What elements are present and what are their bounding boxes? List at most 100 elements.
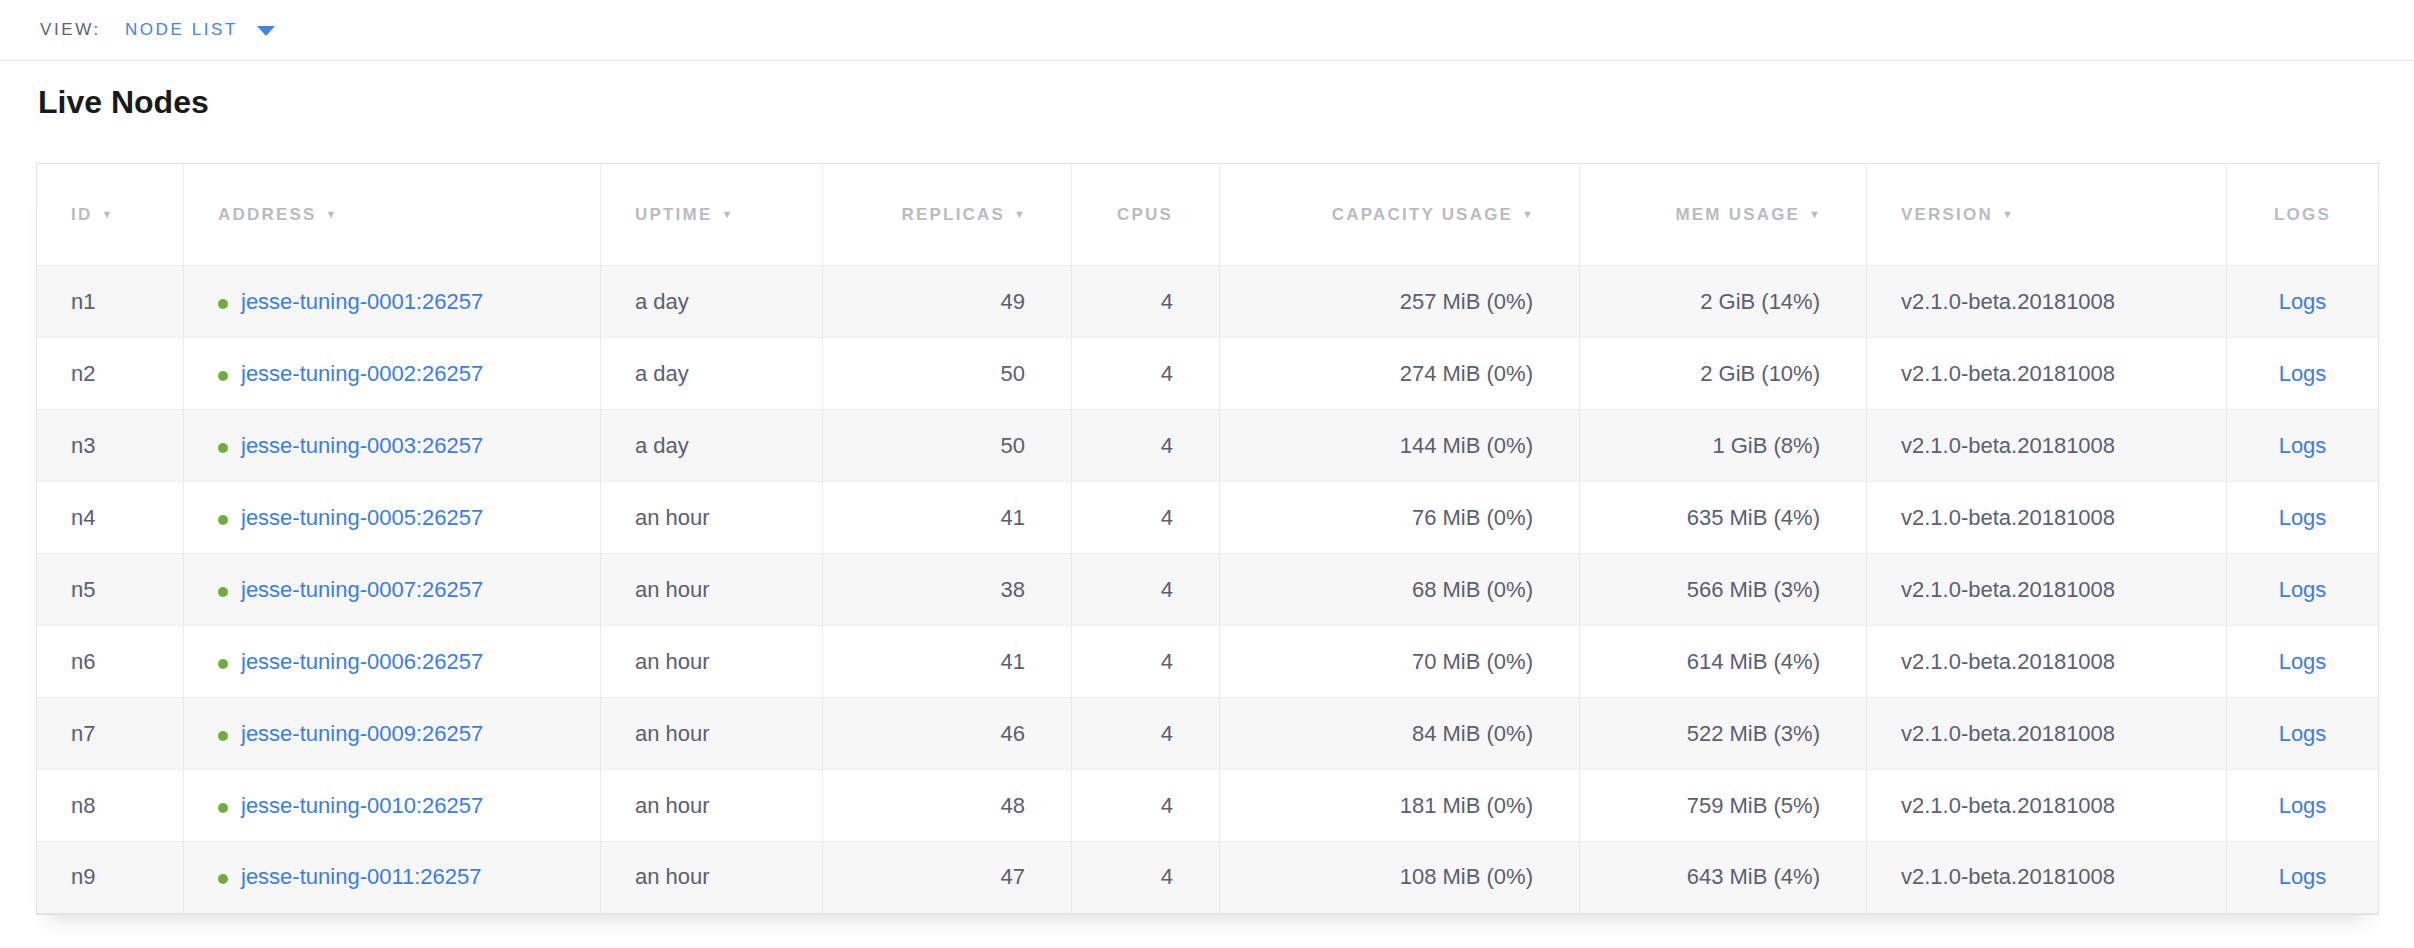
cell-id: n8: [37, 770, 184, 842]
cell-replicas: 38: [823, 554, 1072, 626]
cell-cpus: 4: [1072, 266, 1220, 338]
node-address-link[interactable]: jesse-tuning-0001:26257: [241, 289, 483, 314]
table-body: n1jesse-tuning-0001:26257a day494257 MiB…: [37, 266, 2379, 914]
cell-uptime: an hour: [601, 842, 823, 914]
node-logs-link[interactable]: Logs: [2279, 793, 2327, 818]
cell-address: jesse-tuning-0009:26257: [184, 698, 601, 770]
cell-cpus: 4: [1072, 554, 1220, 626]
cell-id: n2: [37, 338, 184, 410]
node-logs-link[interactable]: Logs: [2279, 864, 2327, 889]
sort-arrow-icon: ▼: [1522, 208, 1533, 220]
column-header-id[interactable]: ID▼: [37, 164, 184, 266]
cell-capacity: 144 MiB (0%): [1220, 410, 1580, 482]
sort-arrow-icon: ▼: [1809, 208, 1820, 220]
cell-id: n9: [37, 842, 184, 914]
page-title: Live Nodes: [38, 83, 2414, 121]
column-header-mem[interactable]: MEM USAGE ▼: [1580, 164, 1867, 266]
cell-logs: Logs: [2227, 554, 2379, 626]
table-row: n9jesse-tuning-0011:26257an hour474108 M…: [37, 842, 2379, 914]
cell-capacity: 76 MiB (0%): [1220, 482, 1580, 554]
cell-address: jesse-tuning-0007:26257: [184, 554, 601, 626]
cell-logs: Logs: [2227, 770, 2379, 842]
node-live-status-icon: [218, 659, 228, 669]
node-address-link[interactable]: jesse-tuning-0002:26257: [241, 361, 483, 386]
view-selector-dropdown[interactable]: NODE LIST: [125, 20, 275, 40]
cell-version: v2.1.0-beta.20181008: [1867, 482, 2227, 554]
cell-mem: 614 MiB (4%): [1580, 626, 1867, 698]
cell-address: jesse-tuning-0005:26257: [184, 482, 601, 554]
node-logs-link[interactable]: Logs: [2279, 289, 2327, 314]
node-live-status-icon: [218, 874, 228, 884]
node-address-link[interactable]: jesse-tuning-0011:26257: [241, 864, 482, 889]
cell-address: jesse-tuning-0001:26257: [184, 266, 601, 338]
cell-id: n3: [37, 410, 184, 482]
cell-id: n1: [37, 266, 184, 338]
node-logs-link[interactable]: Logs: [2279, 361, 2327, 386]
cell-logs: Logs: [2227, 410, 2379, 482]
sort-arrow-icon: ▼: [326, 208, 337, 220]
node-address-link[interactable]: jesse-tuning-0009:26257: [241, 721, 483, 746]
table-row: n2jesse-tuning-0002:26257a day504274 MiB…: [37, 338, 2379, 410]
cell-uptime: a day: [601, 410, 823, 482]
node-logs-link[interactable]: Logs: [2279, 505, 2327, 530]
column-header-label: CPUS: [1117, 205, 1173, 224]
cell-address: jesse-tuning-0003:26257: [184, 410, 601, 482]
node-live-status-icon: [218, 299, 228, 309]
cell-cpus: 4: [1072, 698, 1220, 770]
column-header-uptime[interactable]: UPTIME▼: [601, 164, 823, 266]
cell-logs: Logs: [2227, 266, 2379, 338]
column-header-label: MEM USAGE: [1675, 205, 1800, 224]
cell-mem: 2 GiB (14%): [1580, 266, 1867, 338]
cell-cpus: 4: [1072, 770, 1220, 842]
node-address-link[interactable]: jesse-tuning-0007:26257: [241, 577, 483, 602]
cell-uptime: an hour: [601, 770, 823, 842]
cell-capacity: 181 MiB (0%): [1220, 770, 1580, 842]
column-header-label: ID: [71, 205, 92, 224]
cell-mem: 759 MiB (5%): [1580, 770, 1867, 842]
node-address-link[interactable]: jesse-tuning-0010:26257: [241, 793, 483, 818]
cell-replicas: 41: [823, 482, 1072, 554]
cell-capacity: 274 MiB (0%): [1220, 338, 1580, 410]
table-row: n8 jesse-tuning-0010:26257 an hour484181 M…: [37, 770, 2379, 842]
column-header-capacity[interactable]: CAPACITY USAGE▼: [1220, 164, 1580, 266]
column-header-label: UPTIME: [635, 205, 712, 224]
node-address-link[interactable]: jesse-tuning-0005:26257: [241, 505, 483, 530]
cell-cpus: 4: [1072, 626, 1220, 698]
node-logs-link[interactable]: Logs: [2279, 433, 2327, 458]
column-header-version[interactable]: VERSION▼: [1867, 164, 2227, 266]
cell-mem: 566 MiB (3%): [1580, 554, 1867, 626]
node-address-link[interactable]: jesse-tuning-0006:26257: [241, 649, 483, 674]
node-live-status-icon: [218, 803, 228, 813]
node-live-status-icon: [218, 515, 228, 525]
cell-cpus: 4: [1072, 842, 1220, 914]
table-row: n6jesse-tuning-0006:26257an hour41470 Mi…: [37, 626, 2379, 698]
cell-logs: Logs: [2227, 626, 2379, 698]
table-header: ID▼ADDRESS▼UPTIME▼REPLICAS▼CPUSCAPACITY …: [37, 164, 2379, 266]
cell-version: v2.1.0-beta.20181008: [1867, 842, 2227, 914]
table-row: n4jesse-tuning-0005:26257an hour41476 Mi…: [37, 482, 2379, 554]
table-row: n1jesse-tuning-0001:26257a day494257 MiB…: [37, 266, 2379, 338]
cell-mem: 643 MiB (4%): [1580, 842, 1867, 914]
cell-address: jesse-tuning-0010:26257: [184, 770, 601, 842]
cell-replicas: 46: [823, 698, 1072, 770]
cell-replicas: 48: [823, 770, 1072, 842]
node-logs-link[interactable]: Logs: [2279, 721, 2327, 746]
view-bar: VIEW: NODE LIST: [0, 0, 2414, 61]
node-live-status-icon: [218, 443, 228, 453]
table-header-row: ID▼ADDRESS▼UPTIME▼REPLICAS▼CPUSCAPACITY …: [37, 164, 2379, 266]
cell-uptime: a day: [601, 338, 823, 410]
node-logs-link[interactable]: Logs: [2279, 577, 2327, 602]
column-header-replicas[interactable]: REPLICAS▼: [823, 164, 1072, 266]
node-live-status-icon: [218, 587, 228, 597]
cell-capacity: 257 MiB (0%): [1220, 266, 1580, 338]
cell-logs: Logs: [2227, 482, 2379, 554]
table-row: n3jesse-tuning-0003:26257a day504144 MiB…: [37, 410, 2379, 482]
view-label: VIEW:: [40, 20, 101, 40]
node-logs-link[interactable]: Logs: [2279, 649, 2327, 674]
node-address-link[interactable]: jesse-tuning-0003:26257: [241, 433, 483, 458]
node-live-status-icon: [218, 731, 228, 741]
cell-logs: Logs: [2227, 338, 2379, 410]
cell-version: v2.1.0-beta.20181008: [1867, 626, 2227, 698]
cell-version: v2.1.0-beta.20181008: [1867, 770, 2227, 842]
column-header-address[interactable]: ADDRESS▼: [184, 164, 601, 266]
